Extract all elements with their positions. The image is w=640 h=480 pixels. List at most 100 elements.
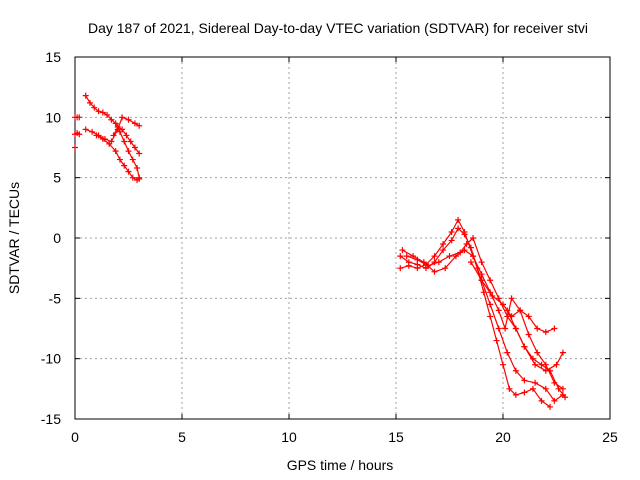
y-axis-label: SDTVAR / TECUs: [6, 182, 22, 294]
data-point: [478, 259, 485, 266]
data-point: [104, 111, 111, 118]
data-point: [134, 165, 141, 172]
data-point: [532, 379, 539, 386]
data-point: [405, 262, 412, 269]
data-point: [136, 150, 143, 157]
data-point: [542, 329, 549, 336]
series-line: [96, 134, 140, 181]
data-point: [127, 138, 134, 145]
data-point: [131, 144, 138, 151]
data-point: [559, 349, 566, 356]
data-point: [119, 126, 126, 133]
data-point: [125, 168, 132, 175]
series-line: [470, 261, 555, 333]
data-point: [123, 132, 130, 139]
data-point: [495, 325, 502, 332]
data-point: [136, 122, 143, 129]
data-point: [136, 175, 143, 182]
data-point: [529, 385, 536, 392]
data-point: [553, 361, 560, 368]
y-tick-label: -15: [41, 411, 61, 427]
x-tick-label: 15: [388, 429, 404, 445]
data-point: [410, 253, 417, 260]
data-point: [493, 337, 500, 344]
data-point: [521, 377, 528, 384]
data-point: [106, 140, 113, 147]
data-point: [521, 389, 528, 396]
data-point: [442, 265, 449, 272]
x-tick-label: 5: [178, 429, 186, 445]
data-point: [463, 241, 470, 248]
data-point: [82, 92, 89, 99]
data-point: [114, 123, 121, 130]
data-point: [517, 307, 524, 314]
data-point: [500, 361, 506, 368]
axis-ticks: 0 5 10 15 20 25 15 10 5 0 -5 -10 -15: [41, 49, 618, 445]
y-tick-label: -10: [41, 351, 61, 367]
data-point: [551, 325, 558, 332]
data-point: [403, 253, 410, 260]
data-point: [495, 307, 502, 314]
data-point: [455, 225, 462, 232]
data-point: [414, 265, 421, 272]
data-point: [129, 174, 136, 181]
y-tick-label: -5: [49, 290, 62, 306]
x-tick-label: 10: [281, 429, 297, 445]
series-arc-1c: [72, 144, 78, 151]
data-point: [547, 403, 554, 410]
data-point: [86, 99, 93, 106]
series-arc-11: [504, 307, 569, 401]
data-point: [534, 325, 541, 332]
data-point: [562, 394, 569, 401]
data-point: [112, 120, 119, 127]
data-point: [506, 385, 513, 392]
y-tick-label: 15: [45, 49, 61, 65]
data-point: [431, 268, 438, 275]
y-tick-label: 10: [45, 109, 61, 125]
data-point: [448, 228, 455, 235]
data-point: [72, 144, 78, 151]
y-tick-label: 5: [53, 170, 61, 186]
data-point: [512, 367, 519, 374]
data-point: [420, 259, 427, 266]
data-point: [551, 397, 558, 404]
x-tick-label: 25: [602, 429, 618, 445]
data-point: [82, 126, 89, 133]
data-point: [125, 116, 132, 123]
data-point: [446, 253, 453, 260]
data-point: [448, 237, 455, 244]
data-point: [91, 104, 98, 111]
data-point: [116, 156, 123, 163]
data-point: [529, 355, 536, 362]
data-point: [487, 277, 494, 284]
data-point: [542, 385, 549, 392]
data-point: [455, 216, 462, 223]
data-point: [76, 114, 83, 121]
data-point: [487, 313, 494, 320]
data-point: [512, 391, 519, 398]
series-arc-1b: [72, 130, 83, 138]
series-arc-1a: [72, 114, 83, 121]
data-point: [440, 241, 447, 248]
data-point: [500, 301, 506, 308]
data-point: [95, 108, 102, 115]
data-point: [452, 253, 459, 260]
data-point: [76, 131, 83, 138]
data-point: [121, 162, 128, 169]
data-point: [470, 253, 477, 260]
data-point: [489, 292, 496, 299]
data-point: [502, 325, 509, 332]
data-point: [470, 235, 477, 241]
data-point: [538, 397, 545, 404]
data-point: [547, 367, 554, 374]
data-point: [131, 120, 138, 127]
data-point: [119, 114, 126, 121]
data-point: [99, 136, 106, 143]
x-axis-label: GPS time / hours: [287, 457, 394, 473]
data-point: [399, 247, 406, 254]
data-point: [534, 349, 541, 356]
data-point: [129, 156, 136, 163]
data-point: [487, 301, 494, 308]
chart-title: Day 187 of 2021, Sidereal Day-to-day VTE…: [88, 20, 588, 36]
